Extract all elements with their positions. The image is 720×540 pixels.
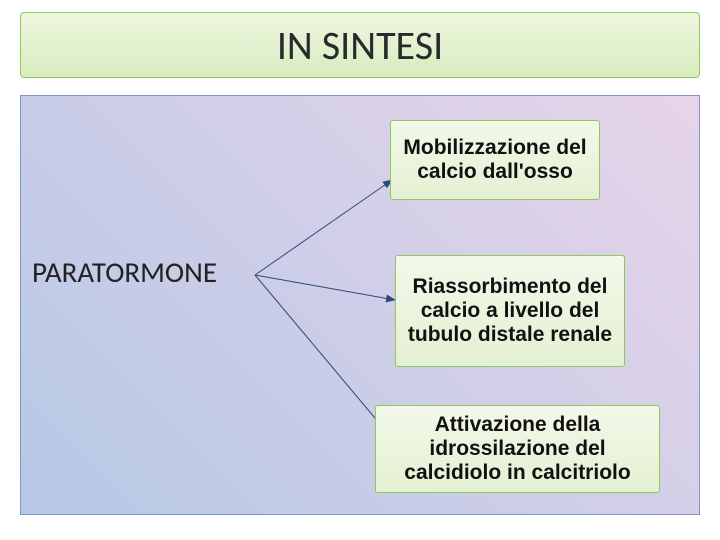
effect-text-calcitriolo: Attivazione della idrossilazione del cal…	[384, 413, 651, 485]
effect-text-osso: Mobilizzazione del calcio dall'osso	[399, 136, 591, 184]
source-label: PARATORMONE	[32, 254, 217, 290]
effect-text-tubulo: Riassorbimento del calcio a livello del …	[404, 275, 616, 347]
effect-box-tubulo: Riassorbimento del calcio a livello del …	[395, 255, 625, 367]
slide-title: IN SINTESI	[277, 21, 443, 70]
slide: IN SINTESI PARATORMONE Mobilizzazione de…	[0, 0, 720, 540]
effect-box-calcitriolo: Attivazione della idrossilazione del cal…	[375, 405, 660, 493]
title-box: IN SINTESI	[20, 12, 700, 78]
effect-box-osso: Mobilizzazione del calcio dall'osso	[390, 120, 600, 200]
